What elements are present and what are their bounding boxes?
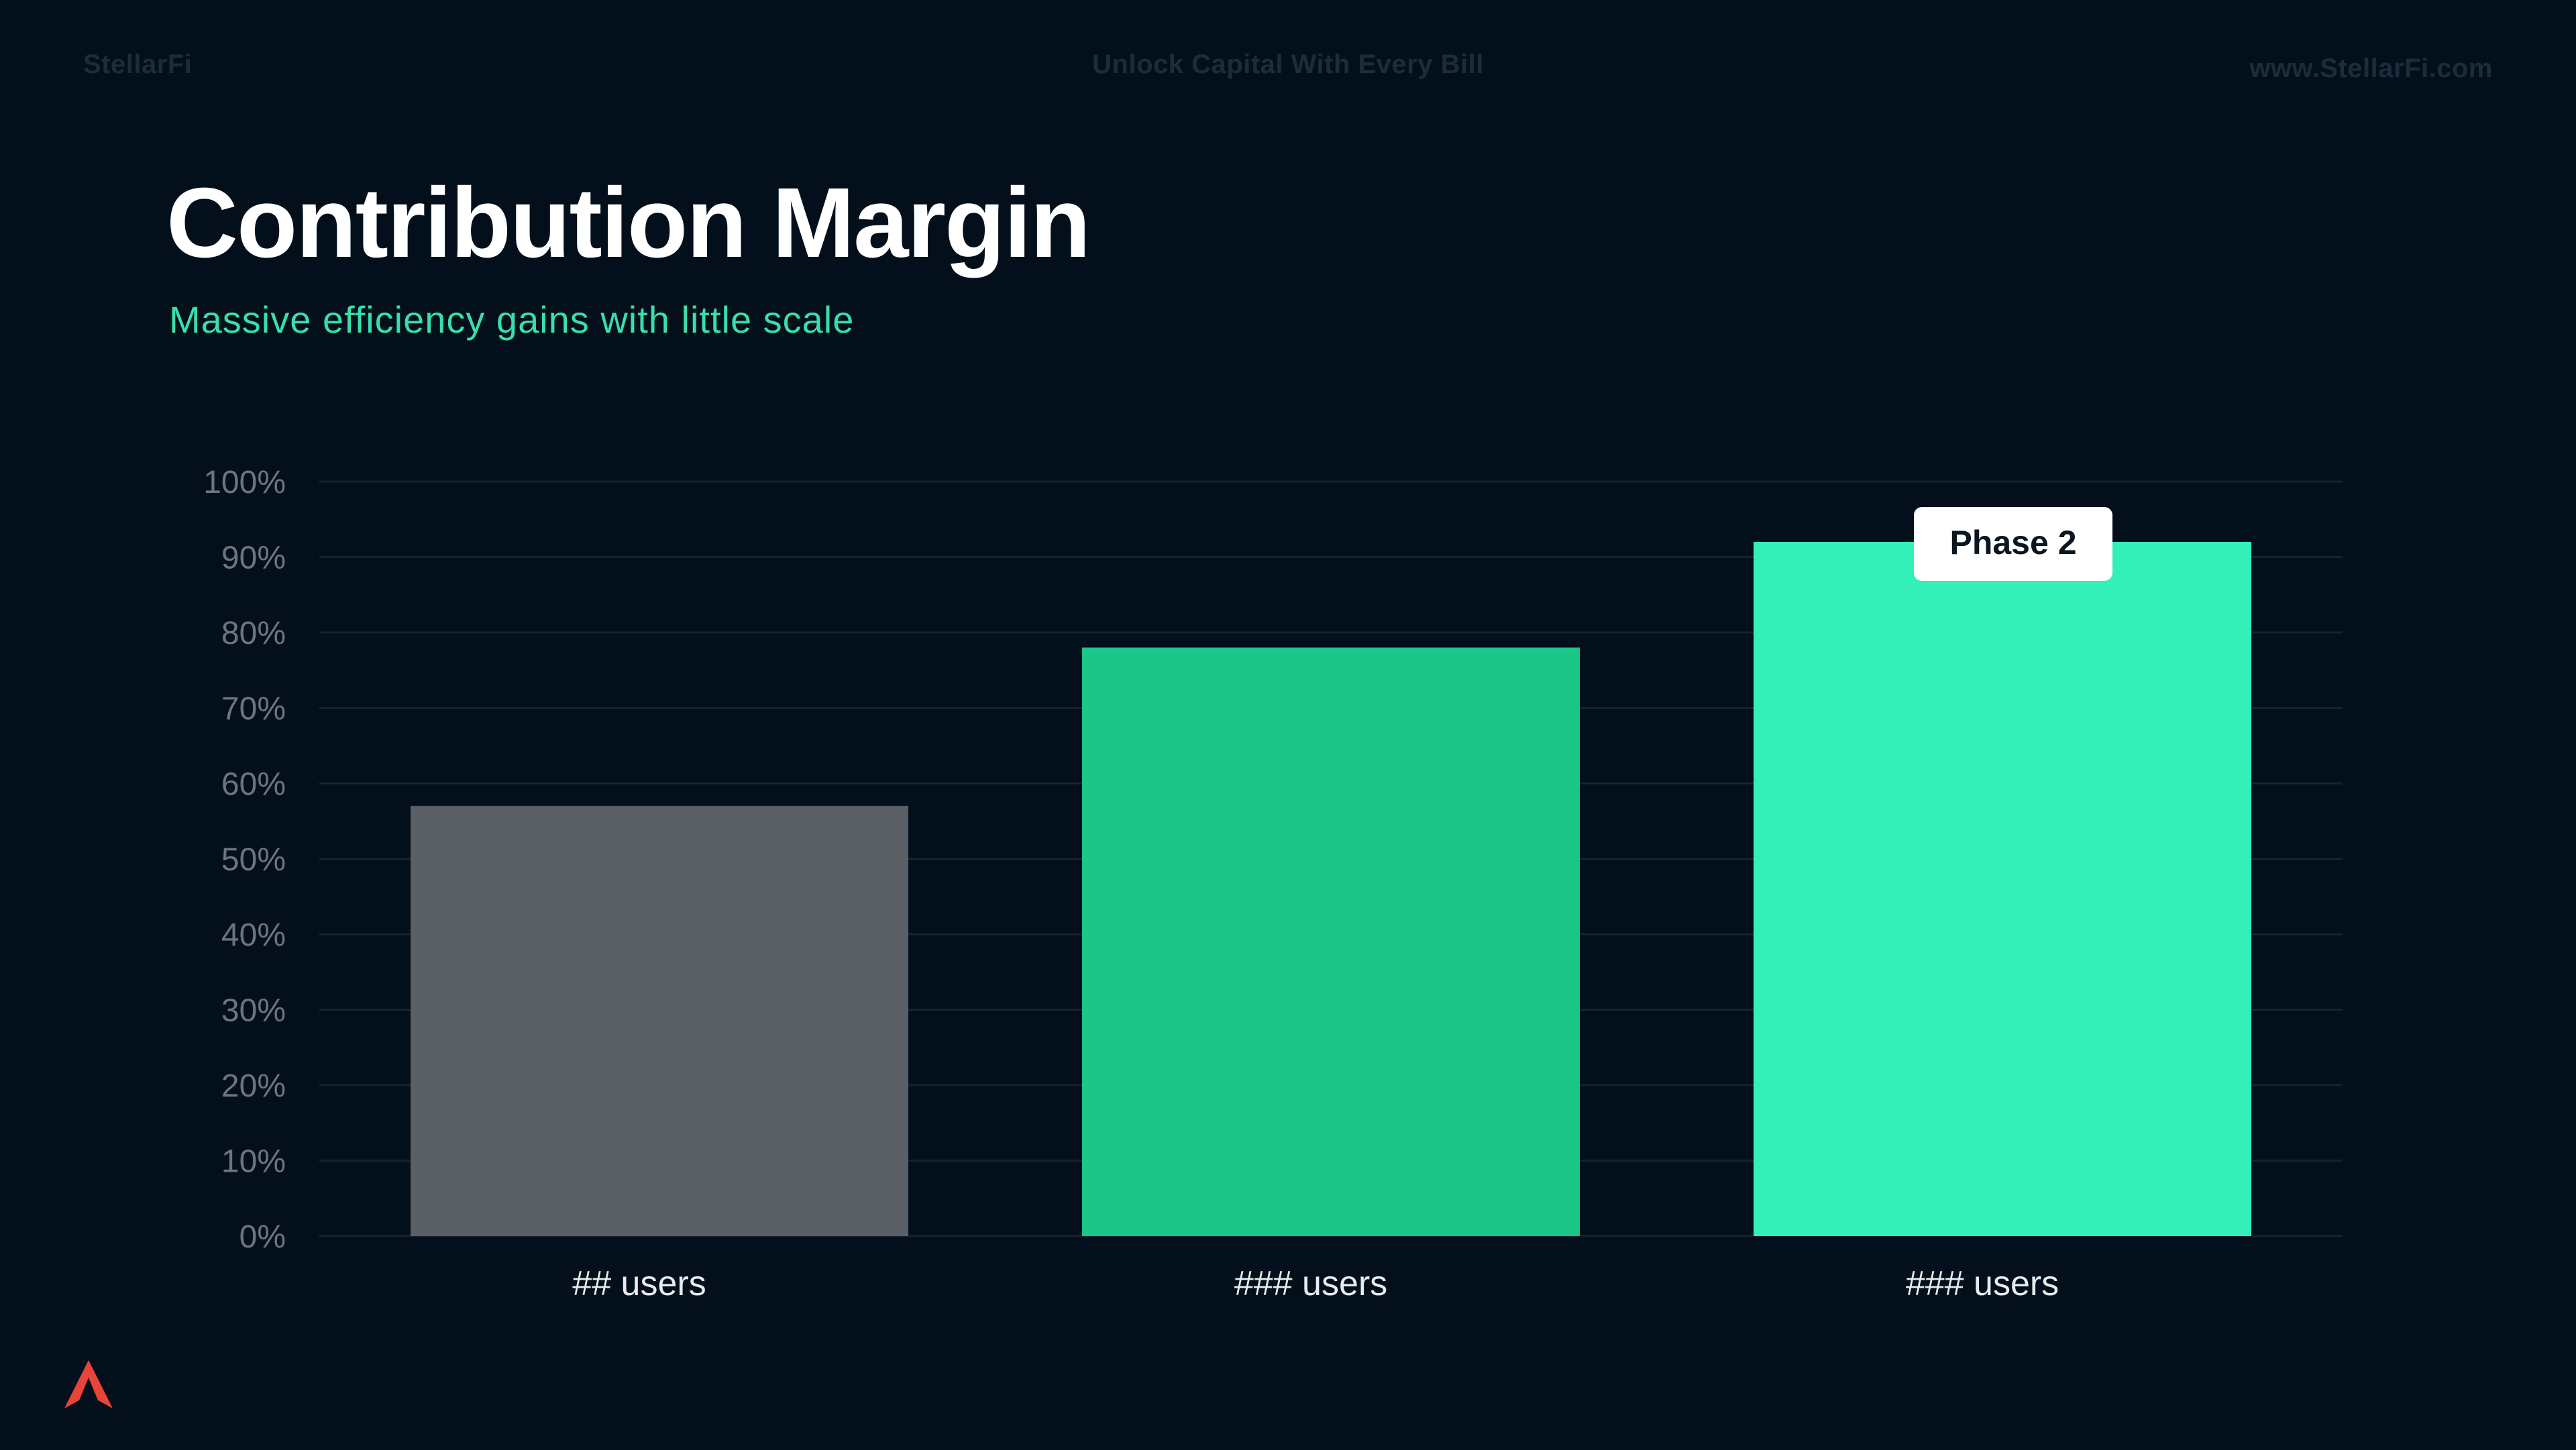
slide-subtitle: Massive efficiency gains with little sca… [169,298,855,341]
bar-1 [411,805,908,1236]
phase-2-badge-label: Phase 2 [1949,524,2076,561]
header-website: www.StellarFi.com [2249,54,2493,83]
y-tick-label: 50% [221,842,286,878]
x-category-label: ## users [572,1264,706,1303]
y-tick-label: 10% [221,1144,286,1180]
y-tick-label: 90% [221,541,286,576]
y-tick-label: 0% [239,1219,286,1255]
header-brand: StellarFi [83,50,193,79]
stellarfi-logo-icon [64,1360,113,1408]
y-tick-label: 100% [203,465,286,500]
y-tick-label: 60% [221,767,286,802]
y-tick-label: 70% [221,691,286,727]
slide-title: Contribution Margin [166,168,1091,278]
phase-2-badge [1914,507,2112,581]
x-category-label: ### users [1234,1264,1387,1303]
header-tagline: Unlock Capital With Every Bill [1092,50,1484,79]
y-tick-label: 80% [221,616,286,651]
bar-2 [1082,647,1580,1236]
x-category-label: ### users [1906,1264,2059,1303]
y-tick-label: 40% [221,917,286,953]
y-tick-label: 20% [221,1068,286,1104]
bar-3 [1754,542,2251,1236]
y-tick-label: 30% [221,993,286,1029]
